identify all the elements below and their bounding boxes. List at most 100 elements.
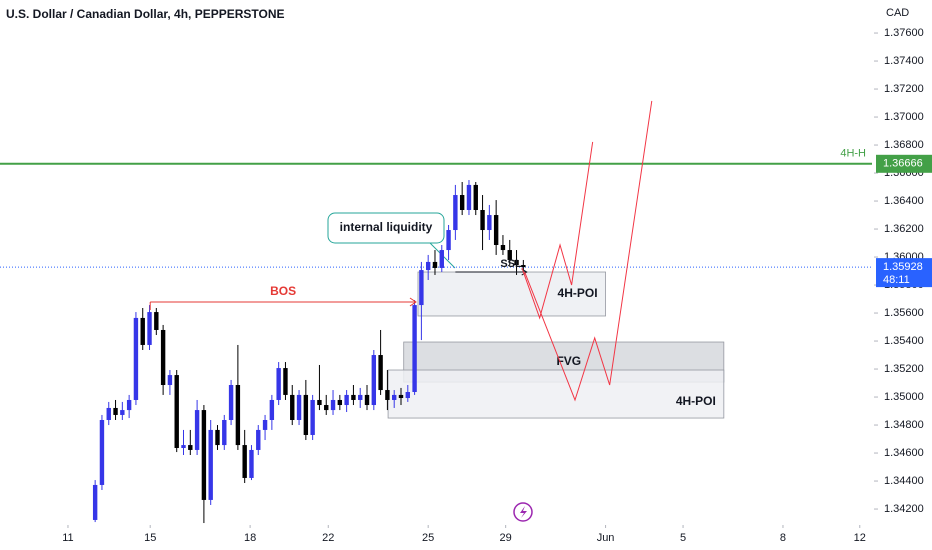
level-tag-label: 1.36666 [883, 158, 923, 170]
x-tick-label: 25 [422, 532, 434, 544]
candle-body [208, 429, 213, 500]
candle-body [228, 385, 234, 420]
candle-body [364, 394, 370, 406]
y-tick-label: 1.35000 [884, 391, 924, 403]
candle-body [181, 445, 186, 448]
candle-body [99, 420, 105, 485]
candle-body [405, 392, 410, 399]
zone-label: 4H-POI [676, 394, 716, 408]
currency-label: CAD [886, 7, 909, 19]
x-tick-label: 5 [680, 532, 686, 544]
candle-body [256, 429, 261, 450]
candle-body [453, 195, 458, 231]
candle-body [466, 184, 472, 210]
candle-body [140, 317, 145, 345]
candle-body [160, 329, 166, 385]
x-tick-label: 12 [854, 532, 866, 544]
candle-body [147, 312, 152, 345]
zone [387, 369, 725, 419]
candle-body [174, 375, 179, 448]
y-tick-label: 1.34600 [884, 447, 924, 459]
y-tick-label: 1.36800 [884, 139, 924, 151]
level-label: 4H-H [840, 148, 866, 160]
y-tick-label: 1.37400 [884, 55, 924, 67]
x-tick-label: 8 [780, 532, 786, 544]
candle-body [269, 399, 275, 420]
candle-body [344, 394, 349, 406]
y-tick-label: 1.37600 [884, 27, 924, 39]
candle-body [126, 399, 132, 411]
candle-body [92, 484, 98, 520]
candle-body [283, 368, 288, 395]
x-tick-label: 29 [500, 532, 512, 544]
x-tick-label: 11 [62, 532, 73, 544]
candle-body [514, 259, 519, 266]
candle-body [310, 399, 315, 435]
candle-body [358, 394, 363, 400]
bos-arrowhead [409, 297, 417, 307]
candle-body [392, 394, 397, 400]
candle-body [398, 394, 404, 399]
x-tick-label: 22 [322, 532, 334, 544]
y-tick-label: 1.36200 [884, 223, 924, 235]
bos-label: BOS [270, 284, 296, 298]
callout-box [327, 212, 445, 244]
projection-path [521, 141, 594, 320]
ssl-arrowhead [521, 268, 528, 276]
chart-title: U.S. Dollar / Canadian Dollar, 4h, PEPPE… [6, 7, 285, 21]
candle-body [317, 399, 322, 406]
candle-body [432, 261, 438, 268]
y-tick-label: 1.37200 [884, 83, 924, 95]
candle-body [385, 390, 390, 400]
candle-body [120, 410, 125, 415]
candle-body [276, 368, 281, 400]
candle-body [296, 394, 302, 420]
candle-body [194, 410, 200, 450]
candle-body [378, 355, 383, 391]
candle-body [351, 394, 356, 400]
candle-body [419, 270, 424, 306]
y-tick-label: 1.35400 [884, 335, 924, 347]
candle-body [222, 420, 227, 446]
candle-body [106, 407, 111, 420]
x-tick-label: Jun [597, 532, 615, 544]
candle-body [167, 375, 173, 385]
y-tick-label: 1.36400 [884, 195, 924, 207]
candle-body [235, 385, 241, 446]
candle-body [262, 420, 268, 430]
candle-body [113, 407, 118, 415]
candle-body [330, 399, 336, 411]
y-tick-label: 1.34800 [884, 419, 924, 431]
candle-body [303, 394, 309, 435]
countdown-label: 48:11 [883, 274, 910, 286]
candle-body [507, 250, 512, 260]
candle-body [188, 445, 193, 450]
x-tick-label: 15 [144, 532, 156, 544]
candle-body [337, 399, 343, 406]
callout-text: internal liquidity [340, 220, 433, 234]
candle-body [459, 195, 465, 210]
projection-path [524, 100, 653, 402]
candle-body [473, 184, 478, 210]
zone-label: 4H-POI [558, 286, 598, 300]
candle-body [249, 449, 254, 478]
logo [513, 502, 533, 522]
ssl-label: SSL [500, 258, 522, 270]
candle-body [521, 265, 526, 268]
candle-body [487, 215, 492, 231]
y-tick-label: 1.34200 [884, 503, 924, 515]
level-tag [876, 154, 932, 173]
candle-body [425, 261, 431, 271]
zone-label: FVG [556, 354, 581, 368]
candle-body [242, 445, 247, 478]
candle-body [290, 394, 295, 420]
candle-body [154, 312, 159, 330]
candle-body [493, 215, 499, 245]
candle-body [412, 305, 417, 392]
last-price-label: 1.35928 [883, 261, 923, 273]
x-tick-label: 18 [244, 532, 256, 544]
candle-body [500, 245, 506, 251]
candle-body [133, 317, 139, 400]
last-price-tag [876, 258, 932, 288]
